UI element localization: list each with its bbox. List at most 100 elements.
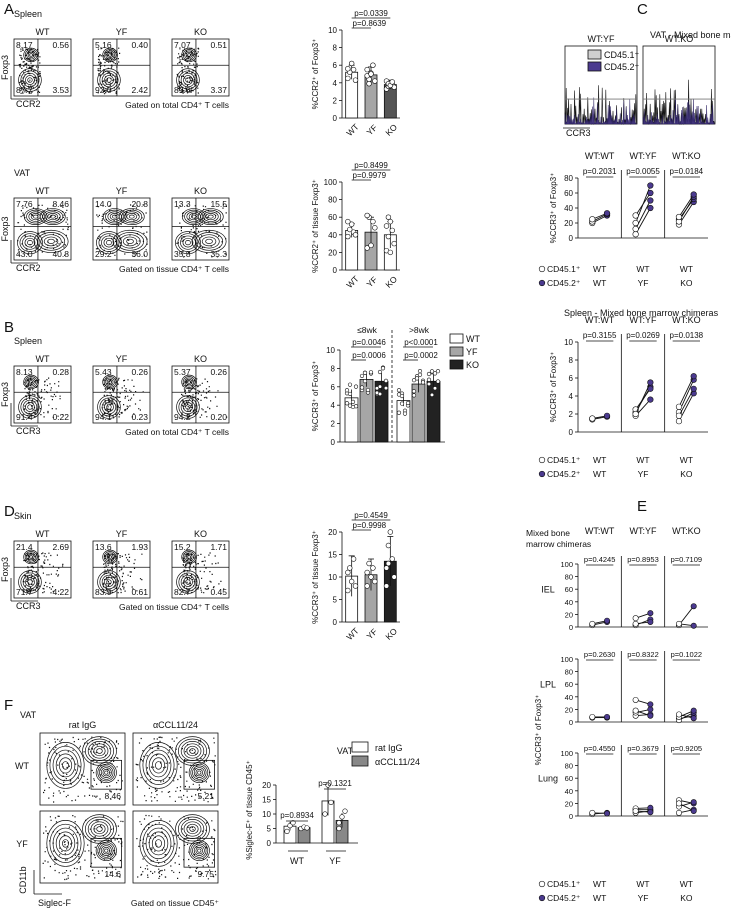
data-point [350,404,356,410]
y-tick-label: 0 [569,718,573,727]
point-cd45-2 [690,385,697,392]
contour-ring [19,233,41,252]
legend-point-cd45-1 [538,456,546,464]
data-point [385,214,392,220]
contour-ring [39,208,66,226]
contour-ring [185,51,193,59]
data-point [411,393,417,398]
data-point [350,66,357,73]
y-tick-label: 20 [328,528,337,537]
p-value: p=0.8953 [627,555,659,564]
contour-ring [106,240,112,246]
data-point [345,75,351,82]
y-axis-title: %Siglec-F⁺ of tissue CD45⁺ [245,760,254,860]
y-tick-label: 100 [560,560,573,569]
genotype-label: WT [680,879,693,889]
contour-ring [126,213,138,221]
contour-ring [181,549,197,565]
x-tick-label: YF [364,626,379,641]
contour-ring [84,738,115,764]
contour-ring [101,72,117,88]
y-tick-label: 4 [569,392,574,401]
group-label-c-spleen: WT:KO [672,315,701,325]
genotype-label: YF [638,278,649,288]
contour-ring [142,823,175,863]
data-point [402,411,408,416]
contour-ring [200,209,222,224]
data-point [414,376,420,381]
contour-ring [176,68,200,92]
flow-plot-frame [39,732,126,806]
contour-ring [189,826,196,832]
p-value: p=0.0269 [626,331,660,340]
contour-ring [188,840,210,862]
row-label: CD45.2⁺ [547,469,581,479]
quadrant-value-q4: 3.37 [210,85,227,95]
y-tick-label: 8 [333,44,338,53]
flow-plot-frame [92,38,151,97]
contour-ring [105,209,125,224]
flow-plot-frame [171,365,230,424]
data-point [411,378,417,383]
quadrant-value-q4: 2.42 [131,85,148,95]
contour-ring [106,553,114,561]
group-label-c-vat: WT:YF [630,151,657,161]
contour-ring [47,238,55,244]
quadrant-value-q4: 0.22 [52,412,69,422]
e-title-line2: marrow chimeras [526,539,591,549]
contour-ring [155,761,162,770]
y-tick-label: 5 [267,825,272,834]
x-tick-label: KO [383,626,399,642]
contour-ring [18,395,42,419]
y-tick-label: 0 [267,839,272,848]
quadrant-value-q1: 5.16 [95,40,112,50]
p-value: p=0.3679 [627,744,659,753]
point-cd45-1 [675,412,683,419]
y-tick-label: 0 [331,438,336,447]
data-point [345,218,351,225]
y-tick-label: 40 [565,693,573,702]
siglec-gate [90,837,123,868]
group-label-e: WT:WT [585,526,615,536]
pair-line [678,194,695,218]
bar [426,380,441,443]
p-value: p=0.8934 [280,811,314,820]
contour-ring [175,736,210,766]
y-tick-label: 0 [333,266,338,275]
quadrant-value-q2: 1.71 [210,542,227,552]
data-point [380,366,386,371]
genotype-label: WT [593,879,606,889]
p-value: p=0.7109 [671,555,703,564]
pair-line [678,388,695,417]
contour-ring [190,841,209,860]
p-value: p=0.2031 [583,167,617,176]
legend-label-cd45-1: CD45.1⁺ [604,50,640,60]
quadrant-value-q2: 0.51 [210,40,227,50]
y-tick-label: 10 [326,346,335,355]
point-cd45-2 [690,707,697,714]
y-tick-label: 2 [333,96,338,105]
contour-ring [205,238,213,244]
x-axis-label-ccr3: CCR3 [16,601,41,611]
flow-plot-frame [132,732,219,806]
y-tick-label: 80 [565,762,573,771]
legend-label: KO [466,360,479,370]
data-point [385,542,392,549]
data-point [387,249,394,256]
data-point [352,232,359,238]
y-axis-title: %CCR3⁺ of Foxp3⁺ [311,361,320,432]
quadrant-value-q1: 5.43 [95,367,112,377]
contour-ring [58,757,73,774]
contour-ring [186,745,199,757]
contour-ring [187,555,191,559]
data-point [383,583,390,589]
data-point [344,388,350,393]
point-cd45-2 [647,182,654,189]
contour-ring [30,213,41,221]
point-cd45-1 [589,713,596,720]
p-value: p=0.3155 [583,331,617,340]
contour-ring [23,47,39,63]
y-tick-label: 0 [333,618,338,627]
